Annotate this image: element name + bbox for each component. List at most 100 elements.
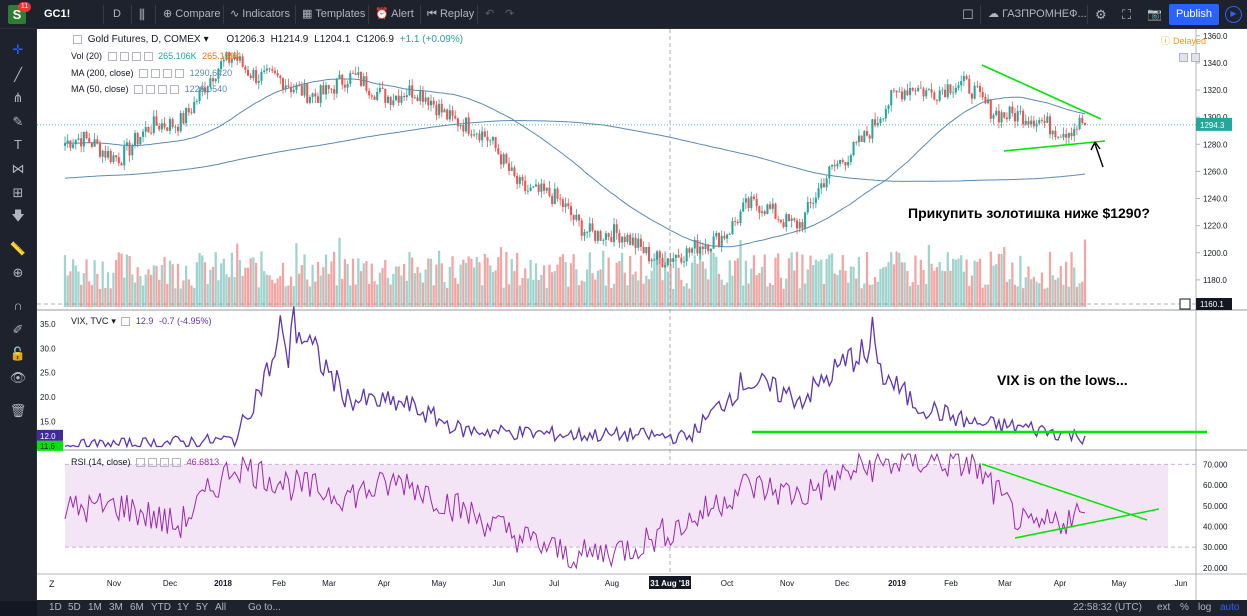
- log-toggle[interactable]: log: [1198, 602, 1212, 613]
- compare-button[interactable]: ⊕ Compare: [163, 0, 221, 29]
- trash-icon[interactable]: 🗑: [9, 403, 27, 418]
- goto-button[interactable]: Go to...: [248, 602, 281, 613]
- volume-bar: [74, 265, 77, 307]
- divider: [223, 5, 224, 24]
- camera-icon[interactable]: 📷: [1147, 7, 1162, 21]
- lock-icon[interactable]: 🔓: [9, 346, 27, 361]
- trendline-icon[interactable]: ╱: [14, 67, 22, 82]
- chart-canvas[interactable]: 1360.0 1340.0 1320.0 1300.0 1280.0 1260.0 1240…: [37, 29, 1247, 600]
- symbol-title[interactable]: Gold Futures, D, COMEX: [87, 34, 201, 45]
- indicators-button[interactable]: ∿ Indicators: [230, 0, 290, 29]
- replay-button[interactable]: ⏮ Replay: [427, 0, 474, 29]
- prediction-icon[interactable]: ⊞: [12, 185, 24, 200]
- settings-icon[interactable]: [121, 317, 131, 327]
- chevron-down-icon[interactable]: ▾: [111, 316, 116, 326]
- alert-button[interactable]: ⏰ Alert: [375, 0, 414, 29]
- stay-drawing-icon[interactable]: ✐: [12, 322, 24, 337]
- pane-maximize-icon[interactable]: [1191, 53, 1200, 63]
- vix-annotation[interactable]: VIX is on the lows...: [997, 372, 1128, 388]
- close-icon[interactable]: [163, 69, 173, 79]
- ma50-label[interactable]: MA (50, close): [71, 84, 129, 94]
- candle-body: [1038, 120, 1041, 124]
- vix-label[interactable]: VIX, TVC: [71, 316, 109, 326]
- delayed-badge[interactable]: ⓘ Delayed: [1161, 34, 1209, 47]
- arrow-down-icon[interactable]: 🡇: [11, 208, 25, 223]
- publish-button[interactable]: Publish: [1169, 4, 1219, 25]
- ma200-label[interactable]: MA (200, close): [71, 68, 134, 78]
- settings-icon[interactable]: [119, 52, 129, 62]
- clock-readout[interactable]: 22:58:32 (UTC): [1073, 602, 1142, 613]
- pitchfork-icon[interactable]: ⋔: [12, 90, 24, 105]
- range-1m[interactable]: 1M: [88, 602, 102, 613]
- crosshair-icon[interactable]: ✛: [12, 42, 24, 57]
- play-icon[interactable]: ▶: [1225, 6, 1242, 23]
- templates-button[interactable]: ▦ Templates: [302, 0, 365, 29]
- candle-body: [365, 76, 368, 91]
- volume-bar: [623, 272, 626, 307]
- settings-icon[interactable]: [151, 69, 161, 79]
- chart-style-icon[interactable]: ⫼: [139, 7, 145, 22]
- eye-icon[interactable]: [134, 85, 144, 95]
- more-icon[interactable]: [143, 52, 153, 62]
- candle-body: [467, 117, 470, 134]
- range-3m[interactable]: 3M: [109, 602, 123, 613]
- volume-bar: [507, 284, 511, 307]
- chart-area[interactable]: 1360.0 1340.0 1320.0 1300.0 1280.0 1260.0 1240…: [37, 29, 1247, 616]
- more-icon[interactable]: [170, 85, 180, 95]
- volume-bar: [612, 283, 616, 307]
- vix-low-label: 11.6: [40, 442, 56, 451]
- more-icon[interactable]: [175, 69, 185, 79]
- ext-toggle[interactable]: ext: [1157, 602, 1171, 613]
- watchlist-symbol[interactable]: ☁ ГАЗПРОМНЕФ...: [988, 0, 1087, 29]
- ruler-icon[interactable]: 📏: [9, 241, 27, 256]
- percent-toggle[interactable]: %: [1180, 602, 1189, 613]
- settings-icon[interactable]: [148, 458, 158, 468]
- rsi-label[interactable]: RSI (14, close): [71, 457, 131, 467]
- volume-bar: [510, 258, 513, 307]
- zoom-icon[interactable]: ⊕: [12, 265, 24, 280]
- eye-icon[interactable]: [136, 458, 146, 468]
- eye-icon[interactable]: [107, 52, 117, 62]
- pattern-icon[interactable]: ⋈: [11, 161, 25, 176]
- layout-square-icon[interactable]: ☐: [962, 7, 974, 22]
- vol-label[interactable]: Vol (20): [71, 51, 103, 61]
- range-ytd[interactable]: YTD: [151, 602, 171, 613]
- range-5d[interactable]: 5D: [68, 602, 81, 613]
- candle-body: [1027, 120, 1030, 125]
- undo-icon[interactable]: ↶: [485, 8, 495, 20]
- eye-icon[interactable]: 👁: [9, 370, 27, 385]
- range-all[interactable]: All: [215, 602, 227, 613]
- vix-tick-label: 25.0: [40, 369, 56, 378]
- more-icon[interactable]: [172, 458, 182, 468]
- gear-icon[interactable]: ⚙: [1095, 7, 1107, 22]
- settings-icon[interactable]: [146, 85, 156, 95]
- pane-collapse-icon[interactable]: [1179, 53, 1188, 63]
- candle-body: [796, 220, 799, 229]
- candle-body: [287, 85, 290, 87]
- close-icon[interactable]: [131, 52, 141, 62]
- interval-button[interactable]: D: [113, 8, 121, 20]
- symbol-search[interactable]: GC1!: [44, 8, 71, 20]
- collapse-icon[interactable]: [73, 34, 82, 44]
- range-5y[interactable]: 5Y: [196, 602, 209, 613]
- range-1y[interactable]: 1Y: [177, 602, 190, 613]
- volume-bar: [486, 257, 489, 307]
- chevron-down-icon[interactable]: ▾: [203, 34, 209, 45]
- magnet-icon[interactable]: ∩: [13, 298, 23, 313]
- candle-body: [804, 212, 807, 229]
- gold-annotation[interactable]: Прикупить золотишка ниже $1290?: [908, 205, 1150, 221]
- eye-icon[interactable]: [139, 69, 149, 79]
- rsi-trendline-upper: [981, 463, 1148, 521]
- candle-body: [1008, 106, 1011, 120]
- range-1d[interactable]: 1D: [49, 602, 62, 613]
- redo-icon[interactable]: ↷: [505, 8, 515, 20]
- auto-toggle[interactable]: auto: [1220, 602, 1240, 613]
- close-icon[interactable]: [158, 85, 168, 95]
- close-icon[interactable]: [160, 458, 170, 468]
- candle-body: [900, 91, 904, 100]
- range-6m[interactable]: 6M: [130, 602, 144, 613]
- brush-icon[interactable]: ✎: [12, 114, 24, 129]
- text-icon[interactable]: T: [14, 137, 22, 152]
- fullscreen-icon[interactable]: ⛶: [1122, 7, 1132, 22]
- candle-body: [556, 188, 559, 199]
